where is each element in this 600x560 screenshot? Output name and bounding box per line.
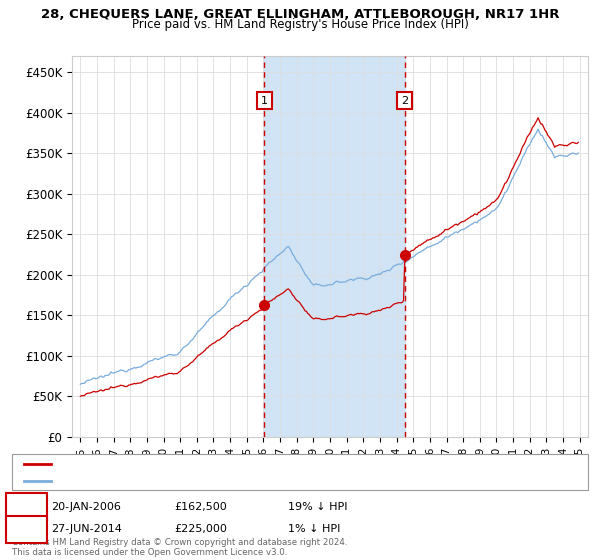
Text: 1: 1 (23, 500, 30, 514)
Text: 2: 2 (23, 522, 30, 536)
Text: 27-JUN-2014: 27-JUN-2014 (51, 524, 122, 534)
Text: 19% ↓ HPI: 19% ↓ HPI (288, 502, 347, 512)
Text: 1% ↓ HPI: 1% ↓ HPI (288, 524, 340, 534)
Text: 2: 2 (401, 96, 408, 106)
Text: Price paid vs. HM Land Registry's House Price Index (HPI): Price paid vs. HM Land Registry's House … (131, 18, 469, 31)
Text: 20-JAN-2006: 20-JAN-2006 (51, 502, 121, 512)
Bar (264, 56, 405, 437)
Text: 1: 1 (261, 96, 268, 106)
Text: £162,500: £162,500 (174, 502, 227, 512)
Text: 28, CHEQUERS LANE, GREAT ELLINGHAM, ATTLEBOROUGH, NR17 1HR: 28, CHEQUERS LANE, GREAT ELLINGHAM, ATTL… (41, 8, 559, 21)
Text: Contains HM Land Registry data © Crown copyright and database right 2024.
This d: Contains HM Land Registry data © Crown c… (12, 538, 347, 557)
Text: HPI: Average price, detached house, Breckland: HPI: Average price, detached house, Brec… (54, 476, 284, 486)
Text: 28, CHEQUERS LANE, GREAT ELLINGHAM, ATTLEBOROUGH, NR17 1HR (detached house): 28, CHEQUERS LANE, GREAT ELLINGHAM, ATTL… (54, 459, 487, 469)
Text: £225,000: £225,000 (174, 524, 227, 534)
